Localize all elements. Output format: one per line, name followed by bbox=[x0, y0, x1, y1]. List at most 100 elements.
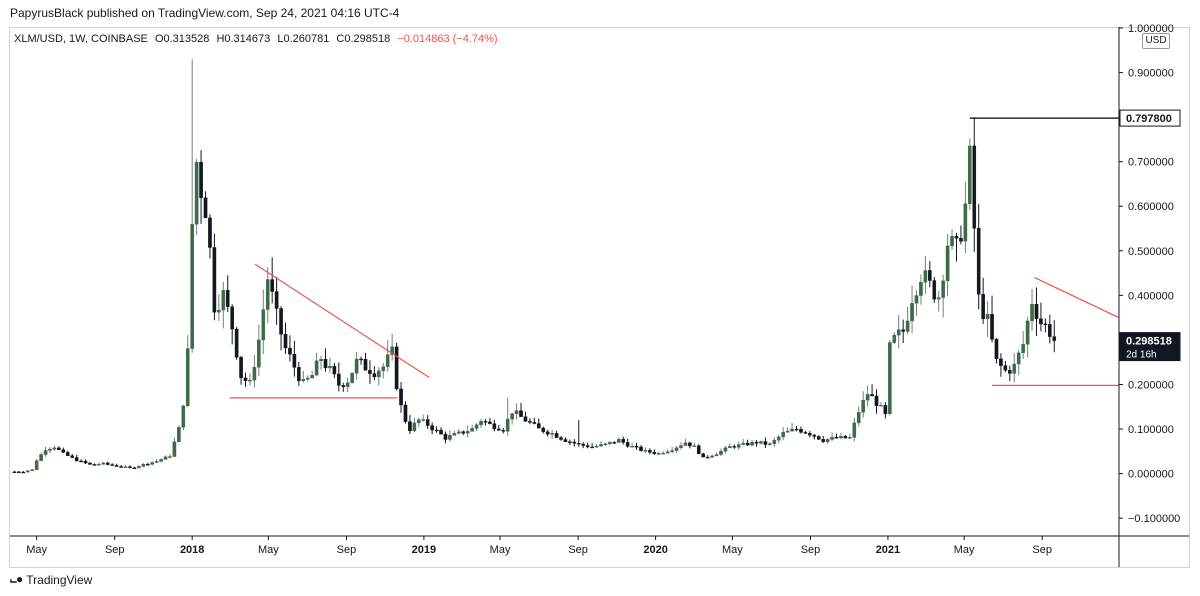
candle bbox=[1052, 320, 1057, 353]
candle bbox=[30, 468, 35, 472]
symbol-legend[interactable]: XLM/USD, 1W, COINBASE O0.313528 H0.31467… bbox=[14, 33, 502, 45]
candle bbox=[532, 417, 537, 425]
candle-body bbox=[510, 413, 514, 420]
candle bbox=[83, 459, 88, 464]
candle bbox=[905, 306, 910, 335]
candle bbox=[221, 281, 226, 329]
candle-body bbox=[177, 427, 181, 443]
candle-body bbox=[919, 282, 923, 296]
candle bbox=[572, 439, 577, 447]
candle bbox=[154, 459, 159, 464]
candle-body bbox=[421, 419, 426, 421]
candle-body bbox=[772, 439, 777, 444]
candle bbox=[110, 463, 115, 466]
candle-body bbox=[621, 439, 626, 443]
candle bbox=[936, 290, 941, 312]
candle-body bbox=[670, 450, 674, 452]
candle-body bbox=[328, 365, 332, 369]
candle-body bbox=[257, 339, 261, 368]
candle bbox=[808, 431, 812, 438]
candle bbox=[896, 314, 901, 349]
candle bbox=[105, 461, 110, 466]
candle bbox=[785, 427, 790, 433]
currency-label[interactable]: USD bbox=[1142, 33, 1170, 49]
candle bbox=[514, 403, 519, 420]
candle-body bbox=[861, 399, 865, 413]
candle-body bbox=[514, 410, 519, 414]
candle bbox=[528, 418, 532, 425]
candle bbox=[701, 452, 706, 458]
candle bbox=[274, 276, 279, 325]
x-tick-label: Sep bbox=[568, 544, 588, 556]
candle-body bbox=[105, 462, 110, 465]
candle bbox=[261, 289, 266, 355]
x-tick-label: Sep bbox=[105, 544, 125, 556]
publish-line: PapyrusBlack published on TradingView.co… bbox=[10, 6, 400, 20]
candle-body bbox=[301, 379, 306, 382]
candle-body bbox=[1012, 363, 1017, 374]
chart-frame[interactable] bbox=[9, 27, 1190, 568]
axis-layer: 1.0000000.9000000.8000000.7000000.600000… bbox=[10, 23, 1189, 567]
candle bbox=[1034, 287, 1039, 336]
candle-body bbox=[332, 365, 337, 375]
trendline bbox=[1034, 277, 1120, 319]
candle-body bbox=[719, 450, 723, 455]
candle bbox=[754, 440, 759, 447]
candle-body bbox=[234, 328, 239, 358]
candle bbox=[634, 442, 639, 450]
candle-body bbox=[283, 334, 288, 349]
candle bbox=[923, 256, 928, 295]
candle bbox=[385, 340, 390, 372]
candle-body bbox=[1021, 344, 1025, 354]
candle-body bbox=[439, 429, 443, 435]
candle-body bbox=[928, 270, 932, 281]
candle-body bbox=[848, 437, 852, 439]
candle-body bbox=[1043, 323, 1048, 326]
candle bbox=[945, 233, 950, 297]
candle bbox=[465, 425, 470, 438]
candle bbox=[870, 384, 874, 397]
candle-body bbox=[1025, 320, 1030, 345]
x-tick-label: May bbox=[258, 544, 279, 556]
candle-body bbox=[679, 445, 683, 448]
candle bbox=[372, 366, 377, 381]
candle-body bbox=[648, 450, 652, 453]
candle bbox=[692, 442, 697, 447]
candle bbox=[496, 424, 501, 431]
candle-body bbox=[505, 418, 510, 432]
y-tick-label: 0.700000 bbox=[1128, 157, 1174, 169]
candle bbox=[608, 441, 612, 446]
candle-body bbox=[479, 421, 483, 426]
candle-body bbox=[523, 416, 528, 422]
candle bbox=[670, 446, 674, 454]
candle bbox=[488, 418, 492, 425]
candle-body bbox=[1016, 352, 1021, 365]
candle bbox=[1003, 360, 1008, 373]
candle bbox=[483, 419, 488, 426]
candle bbox=[270, 257, 274, 304]
candle-body bbox=[243, 377, 248, 381]
candle-body bbox=[34, 460, 39, 470]
candle bbox=[696, 444, 701, 455]
candle bbox=[950, 229, 954, 250]
candle bbox=[145, 462, 150, 466]
candle bbox=[417, 417, 421, 428]
candle-body bbox=[261, 309, 266, 341]
candle-body bbox=[759, 441, 763, 444]
candle-body bbox=[474, 424, 479, 429]
candle-body bbox=[896, 329, 901, 336]
candle bbox=[776, 434, 781, 444]
candle-body bbox=[808, 433, 812, 436]
x-tick-label: Sep bbox=[801, 544, 821, 556]
candle-body bbox=[501, 430, 506, 432]
candle-body bbox=[821, 439, 825, 443]
tradingview-footer[interactable]: ⨽● TradingView bbox=[10, 572, 92, 587]
candle-body bbox=[163, 456, 168, 460]
candle-body bbox=[492, 423, 497, 430]
high-value: H0.314673 bbox=[216, 33, 271, 45]
candle bbox=[243, 372, 248, 387]
candle-body bbox=[74, 457, 79, 462]
candle bbox=[443, 431, 448, 444]
candle-body bbox=[314, 360, 319, 376]
